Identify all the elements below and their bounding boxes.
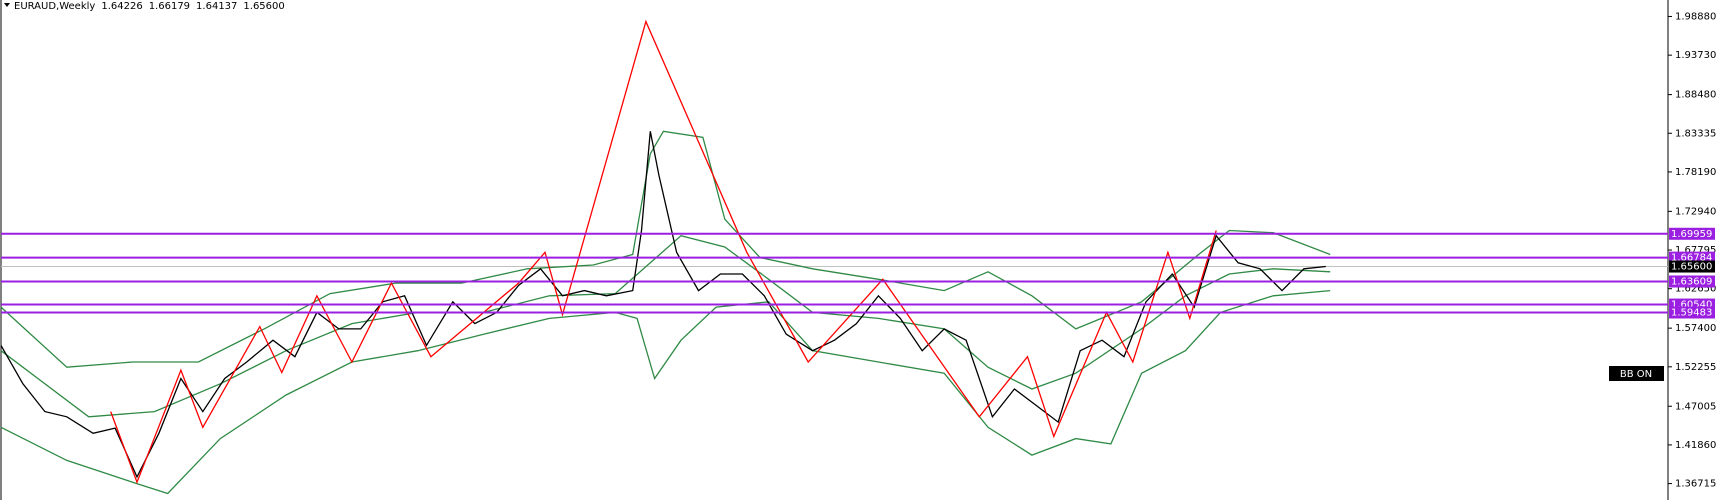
y-tick-label: 1.98880 [1675, 11, 1716, 22]
y-tick-label: 1.62650 [1675, 284, 1716, 295]
y-tick-label: 1.67795 [1675, 245, 1716, 256]
ohlc-value: 1.64137 [196, 1, 237, 12]
level-label-bg [1669, 306, 1715, 319]
ohlc-value: 1.65600 [243, 1, 284, 12]
chart-header: EURAUD,Weekly 1.64226 1.66179 1.64137 1.6560… [14, 1, 285, 12]
level-label: 1.66784 [1671, 253, 1712, 264]
series-line [0, 130, 1331, 368]
y-tick-label: 1.36715 [1675, 479, 1716, 490]
series-line [0, 289, 1331, 495]
bb-button[interactable] [1609, 366, 1664, 381]
y-tick-label: 1.88480 [1675, 90, 1716, 101]
menu-arrow [4, 3, 10, 7]
level-label: 1.59483 [1671, 307, 1712, 318]
series-line [0, 131, 1326, 479]
y-tick-label: 1.83335 [1675, 128, 1716, 139]
y-tick-label: 1.72940 [1675, 206, 1716, 217]
level-label-bg [1669, 275, 1715, 288]
y-tick-label: 1.57400 [1675, 323, 1716, 334]
y-tick-label: 1.41860 [1675, 440, 1716, 451]
bb-button-label[interactable]: BB ON [1620, 369, 1652, 380]
level-label: 1.60540 [1671, 300, 1712, 311]
current-price-bg [1669, 260, 1715, 273]
level-label-bg [1669, 227, 1715, 240]
y-tick-label: 1.93730 [1675, 50, 1716, 61]
y-tick-label: 1.47005 [1675, 401, 1716, 412]
level-label: 1.69959 [1671, 229, 1712, 240]
level-label: 1.63609 [1671, 276, 1712, 287]
current-price-label: 1.65600 [1671, 262, 1712, 273]
series-line [0, 234, 1331, 418]
y-tick-label: 1.78190 [1675, 167, 1716, 178]
ohlc-value: 1.66179 [149, 1, 190, 12]
symbol: EURAUD,Weekly [14, 1, 95, 12]
ohlc-value: 1.64226 [101, 1, 142, 12]
y-tick-label: 1.52255 [1675, 362, 1716, 373]
